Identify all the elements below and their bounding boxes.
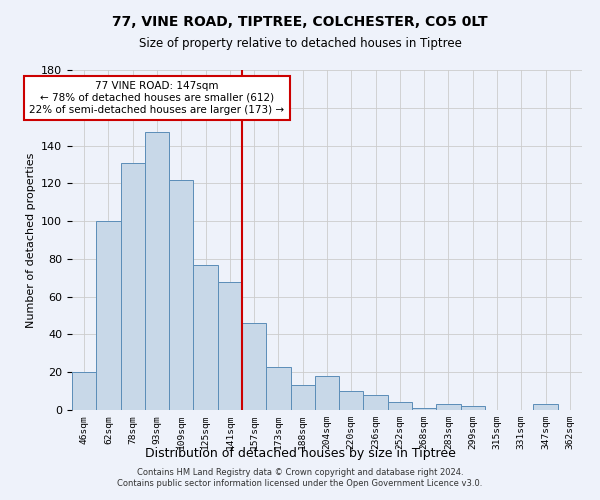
Bar	[436, 404, 461, 410]
Bar	[242, 323, 266, 410]
Bar	[218, 282, 242, 410]
Bar	[412, 408, 436, 410]
Text: Distribution of detached houses by size in Tiptree: Distribution of detached houses by size …	[145, 448, 455, 460]
Y-axis label: Number of detached properties: Number of detached properties	[26, 152, 35, 328]
Bar	[315, 376, 339, 410]
Text: Contains HM Land Registry data © Crown copyright and database right 2024.
Contai: Contains HM Land Registry data © Crown c…	[118, 468, 482, 487]
Bar	[145, 132, 169, 410]
Bar	[339, 391, 364, 410]
Bar	[533, 404, 558, 410]
Bar	[193, 264, 218, 410]
Text: Size of property relative to detached houses in Tiptree: Size of property relative to detached ho…	[139, 38, 461, 51]
Bar	[121, 162, 145, 410]
Bar	[72, 372, 96, 410]
Bar	[364, 395, 388, 410]
Bar	[169, 180, 193, 410]
Bar	[96, 221, 121, 410]
Text: 77 VINE ROAD: 147sqm
← 78% of detached houses are smaller (612)
22% of semi-deta: 77 VINE ROAD: 147sqm ← 78% of detached h…	[29, 82, 284, 114]
Bar	[388, 402, 412, 410]
Bar	[266, 366, 290, 410]
Text: 77, VINE ROAD, TIPTREE, COLCHESTER, CO5 0LT: 77, VINE ROAD, TIPTREE, COLCHESTER, CO5 …	[112, 15, 488, 29]
Bar	[461, 406, 485, 410]
Bar	[290, 386, 315, 410]
